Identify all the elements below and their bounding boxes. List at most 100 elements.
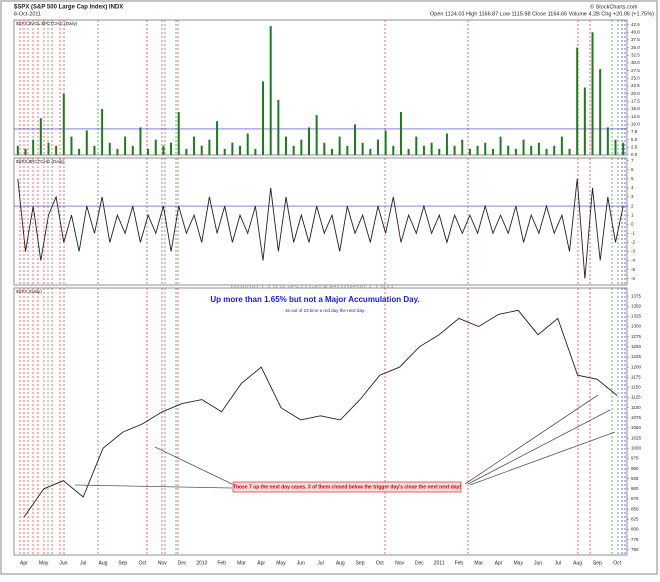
x-tick-label: Jun bbox=[59, 560, 67, 566]
x-tick-label: Oct bbox=[376, 560, 384, 566]
x-tick-label: Mar bbox=[474, 560, 483, 566]
x-tick-label: Sep bbox=[118, 560, 127, 566]
panel-label: $SPX (Daily) bbox=[16, 289, 42, 294]
bar bbox=[62, 93, 65, 155]
y-tick-label: 1325 bbox=[631, 314, 642, 319]
panel bbox=[13, 19, 628, 156]
x-tick-label: Feb bbox=[217, 560, 226, 566]
x-tick-label: May bbox=[276, 560, 286, 566]
bar bbox=[514, 148, 517, 155]
bar bbox=[239, 145, 242, 155]
bar bbox=[361, 142, 364, 155]
bar bbox=[430, 142, 433, 155]
y-tick-label: 12.5 bbox=[631, 114, 640, 119]
y-tick-label: 40.0 bbox=[631, 29, 640, 34]
y-tick-label: 25.0 bbox=[631, 75, 640, 80]
bar bbox=[568, 148, 571, 155]
bar bbox=[315, 115, 318, 155]
x-tick-label: Nov bbox=[158, 560, 167, 566]
bar bbox=[553, 145, 556, 155]
note-box bbox=[232, 481, 462, 493]
bar bbox=[392, 145, 395, 155]
bar bbox=[407, 148, 410, 155]
bar bbox=[200, 145, 203, 155]
bar bbox=[560, 136, 563, 155]
y-tick-label: 0.0 bbox=[631, 152, 638, 157]
bar bbox=[116, 148, 119, 155]
x-tick-label: May bbox=[39, 560, 49, 566]
bar bbox=[254, 148, 257, 155]
credit: © StockCharts.com bbox=[590, 3, 638, 10]
y-tick-label: 2.5 bbox=[631, 145, 638, 150]
x-tick-label: Aug bbox=[99, 560, 108, 566]
bar bbox=[231, 142, 234, 155]
x-tick-label: Apr bbox=[20, 560, 28, 566]
bar bbox=[177, 112, 180, 155]
y-tick-label: 1000 bbox=[631, 445, 642, 450]
panel-label: $SPX:$PCTCHG (Daily) bbox=[16, 159, 65, 164]
y-tick-label: 5.0 bbox=[631, 137, 638, 142]
bar bbox=[530, 145, 533, 155]
x-tick-label: May bbox=[514, 560, 524, 566]
y-tick-label: 775 bbox=[631, 537, 639, 542]
bar bbox=[507, 145, 510, 155]
y-tick-label: 750 bbox=[631, 547, 639, 552]
series-line bbox=[23, 309, 618, 518]
bar bbox=[300, 139, 303, 155]
bar bbox=[445, 133, 448, 155]
x-tick-label: Mar bbox=[237, 560, 246, 566]
y-tick-label: 1300 bbox=[631, 324, 642, 329]
y-tick-label: 1 bbox=[631, 212, 634, 217]
y-tick-label: 35.0 bbox=[631, 45, 640, 50]
bar bbox=[262, 81, 265, 155]
bar bbox=[614, 139, 617, 155]
y-tick-label: 950 bbox=[631, 466, 639, 471]
bar bbox=[85, 130, 88, 155]
bar bbox=[223, 148, 226, 155]
bar bbox=[491, 148, 494, 155]
y-tick-label: 2 bbox=[631, 203, 634, 208]
y-tick-label: 825 bbox=[631, 516, 639, 521]
bar bbox=[415, 136, 418, 155]
bar bbox=[193, 136, 196, 155]
y-tick-label: -2 bbox=[631, 240, 635, 245]
bar bbox=[468, 148, 471, 155]
y-tick-label: -4 bbox=[631, 258, 635, 263]
y-tick-label: 5 bbox=[631, 176, 634, 181]
x-tick-label: Sep bbox=[356, 560, 365, 566]
y-tick-label: 15.0 bbox=[631, 106, 640, 111]
y-tick-label: -3 bbox=[631, 249, 635, 254]
panel-label: $SPX:$VOL:$PCTCHG (Daily) bbox=[16, 21, 78, 26]
panel bbox=[13, 157, 628, 286]
y-tick-label: 7 bbox=[631, 158, 634, 163]
y-tick-label: 42.5 bbox=[631, 22, 640, 27]
x-tick-label: 2011 bbox=[434, 560, 445, 566]
bar bbox=[108, 142, 111, 155]
subline: 15 out of 23 time a red day the next day… bbox=[285, 308, 365, 313]
bar bbox=[216, 121, 219, 155]
bar bbox=[484, 142, 487, 155]
y-tick-label: -1 bbox=[631, 230, 635, 235]
y-tick-label: 850 bbox=[631, 506, 639, 511]
headline: Up more than 1.65% but not a Major Accum… bbox=[210, 295, 419, 304]
y-tick-label: 1275 bbox=[631, 334, 642, 339]
bar bbox=[246, 133, 249, 155]
y-tick-label: 1025 bbox=[631, 435, 642, 440]
bar bbox=[70, 136, 73, 155]
bar bbox=[399, 112, 402, 155]
x-tick-label: Jul bbox=[555, 560, 561, 566]
bar bbox=[147, 148, 150, 155]
x-tick-label: 2010 bbox=[196, 560, 207, 566]
symbol: $SPX (S&P 500 Large Cap Index) INDX bbox=[14, 5, 123, 11]
bar bbox=[308, 127, 311, 155]
y-tick-label: 1100 bbox=[631, 405, 641, 410]
x-tick-label: Dec bbox=[415, 560, 424, 566]
x-tick-label: Oct bbox=[613, 560, 621, 566]
x-tick-label: Apr bbox=[257, 560, 265, 566]
panel bbox=[13, 287, 628, 556]
bar bbox=[16, 145, 19, 155]
series-line bbox=[17, 178, 624, 279]
bar bbox=[139, 127, 142, 155]
x-tick-label: Dec bbox=[178, 560, 187, 566]
